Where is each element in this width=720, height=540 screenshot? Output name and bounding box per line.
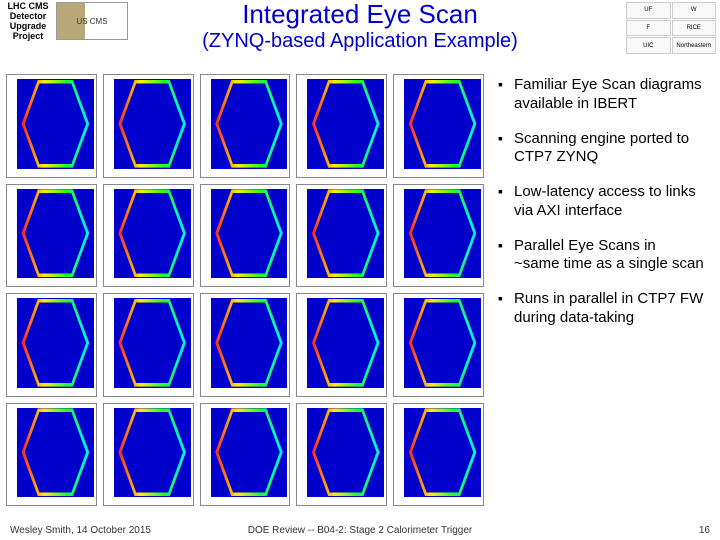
eye-diagram xyxy=(296,184,387,288)
project-label: LHC CMS Detector Upgrade Project xyxy=(2,2,54,42)
eye-diagram xyxy=(393,74,484,178)
uni-logo: W xyxy=(672,2,717,19)
eye-diagram xyxy=(6,403,97,507)
university-logos: UF W F RICE UIC Northeastern xyxy=(626,2,716,54)
slide-title: Integrated Eye Scan xyxy=(140,0,580,29)
eye-scan-grid xyxy=(0,70,490,510)
uni-logo: RICE xyxy=(672,20,717,37)
eye-diagram xyxy=(6,74,97,178)
bullet-item: Parallel Eye Scans in ~same time as a si… xyxy=(498,237,704,275)
slide-header: LHC CMS Detector Upgrade Project US CMS … xyxy=(0,0,720,58)
uni-logo: F xyxy=(626,20,671,37)
slide-footer: Wesley Smith, 14 October 2015 DOE Review… xyxy=(0,518,720,536)
eye-diagram xyxy=(296,293,387,397)
eye-diagram xyxy=(103,74,194,178)
eye-diagram xyxy=(103,293,194,397)
eye-diagram xyxy=(393,403,484,507)
bullet-item: Scanning engine ported to CTP7 ZYNQ xyxy=(498,130,704,168)
eye-diagram xyxy=(296,74,387,178)
uni-logo: UF xyxy=(626,2,671,19)
eye-diagram xyxy=(200,403,291,507)
bullet-list: Familiar Eye Scan diagrams available in … xyxy=(490,70,714,510)
slide-subtitle: (ZYNQ-based Application Example) xyxy=(140,29,580,53)
slide-content: Familiar Eye Scan diagrams available in … xyxy=(0,70,720,510)
eye-diagram xyxy=(6,184,97,288)
eye-diagram xyxy=(103,403,194,507)
eye-diagram xyxy=(296,403,387,507)
uni-logo: Northeastern xyxy=(672,37,717,54)
eye-diagram xyxy=(200,74,291,178)
cms-logo: US CMS xyxy=(56,2,128,40)
eye-diagram xyxy=(200,293,291,397)
footer-title: DOE Review -- B04-2: Stage 2 Calorimeter… xyxy=(0,525,720,536)
uni-logo: UIC xyxy=(626,37,671,54)
bullet-item: Low-latency access to links via AXI inte… xyxy=(498,183,704,221)
footer-page-number: 16 xyxy=(699,525,710,536)
eye-diagram xyxy=(393,293,484,397)
eye-diagram xyxy=(103,184,194,288)
eye-diagram xyxy=(393,184,484,288)
title-block: Integrated Eye Scan (ZYNQ-based Applicat… xyxy=(140,0,580,53)
bullet-item: Runs in parallel in CTP7 FW during data-… xyxy=(498,290,704,328)
bullet-item: Familiar Eye Scan diagrams available in … xyxy=(498,76,704,114)
eye-diagram xyxy=(200,184,291,288)
eye-diagram xyxy=(6,293,97,397)
